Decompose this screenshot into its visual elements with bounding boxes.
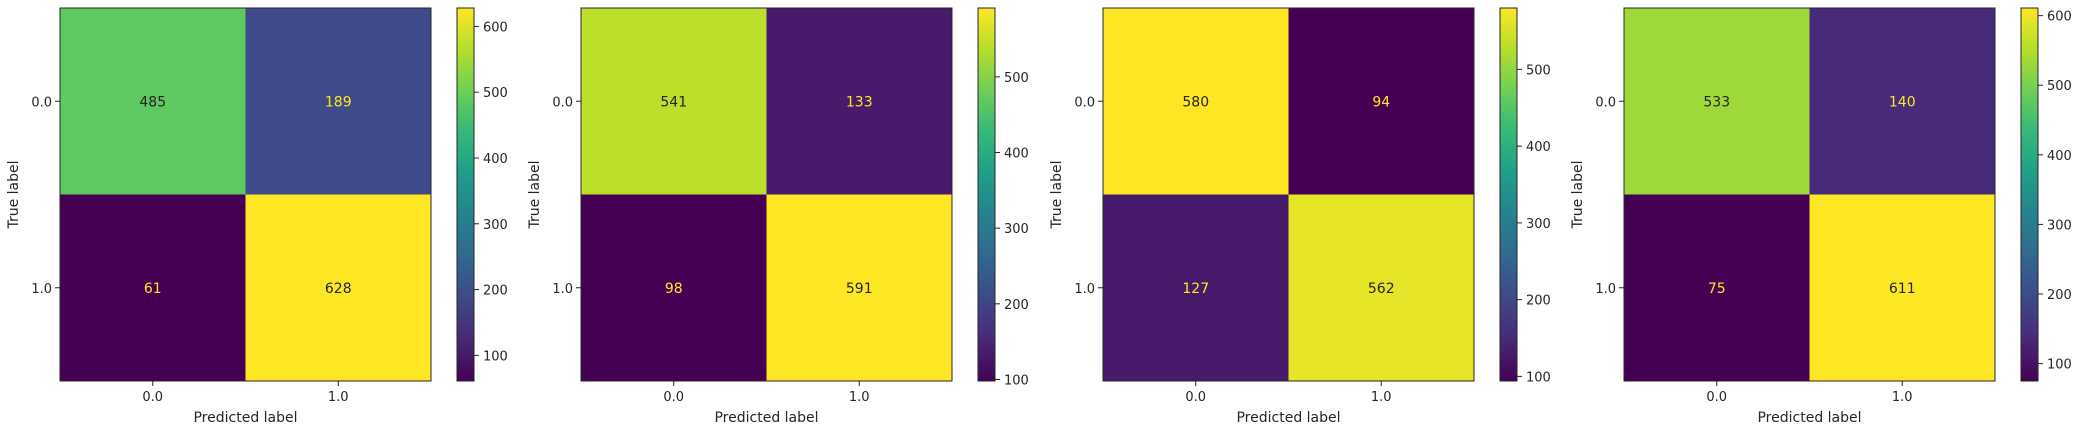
cell-value-label: 591 xyxy=(846,281,873,297)
cell-value-label: 541 xyxy=(660,94,687,110)
colorbar-tick-label: 200 xyxy=(483,284,508,299)
cell-value-label: 485 xyxy=(139,94,166,110)
matrix-cell-r0-c0 xyxy=(581,8,767,195)
matrix-cell-r1-c0 xyxy=(1103,194,1289,381)
colorbar-tick-label: 400 xyxy=(1526,140,1551,155)
colorbar-tick-label: 200 xyxy=(1004,298,1029,313)
matrix-cell-r1-c1 xyxy=(1288,194,1474,381)
y-tick-label: 1.0 xyxy=(1074,282,1095,297)
y-tick-label: 0.0 xyxy=(1595,95,1616,110)
y-tick-label: 1.0 xyxy=(31,282,52,297)
matrix-cell-r1-c1 xyxy=(766,194,952,381)
y-axis-label: True label xyxy=(527,160,543,229)
colorbar-tick-label: 300 xyxy=(2047,218,2072,233)
colorbar-tick-label: 400 xyxy=(1004,147,1029,162)
confusion-matrix-panel-4: 533 140 75 611 0.0 1.0 0.0 1.0 Predicted label Tr… xyxy=(1570,7,2072,426)
matrix-cell-r1-c0 xyxy=(60,194,246,381)
cell-value-label: 611 xyxy=(1889,281,1916,297)
y-tick-label: 1.0 xyxy=(1595,282,1616,297)
matrix-cell-r0-c0 xyxy=(1624,8,1810,195)
colorbar-tick-label: 500 xyxy=(1004,71,1029,86)
colorbar-tick-label: 500 xyxy=(483,86,508,101)
x-tick-label: 1.0 xyxy=(328,390,349,405)
matrix-cell-r0-c0 xyxy=(60,8,246,195)
x-tick-label: 0.0 xyxy=(142,390,163,405)
y-axis-label: True label xyxy=(6,160,22,229)
colorbar-tick-label: 300 xyxy=(483,218,508,233)
colorbar xyxy=(1499,7,1518,382)
colorbar-tick-label: 100 xyxy=(483,349,508,364)
matrix-frame xyxy=(580,7,953,382)
matrix-frame xyxy=(1623,7,1996,382)
matrix-cell-r1-c0 xyxy=(1624,194,1810,381)
x-axis-label: Predicted label xyxy=(1236,410,1340,426)
cell-value-label: 562 xyxy=(1368,281,1395,297)
x-tick-label: 0.0 xyxy=(1185,390,1206,405)
y-tick-label: 0.0 xyxy=(552,95,573,110)
cell-value-label: 98 xyxy=(665,281,683,297)
colorbar-tick-label: 100 xyxy=(1004,373,1029,388)
colorbar-tick-label: 100 xyxy=(1526,370,1551,385)
colorbar-tick-label: 300 xyxy=(1526,217,1551,232)
x-axis-label: Predicted label xyxy=(193,410,297,426)
matrix-cell-r0-c1 xyxy=(245,8,431,195)
y-tick-label: 1.0 xyxy=(552,282,573,297)
cell-value-label: 580 xyxy=(1182,94,1209,110)
x-tick-label: 0.0 xyxy=(663,390,684,405)
x-tick-label: 1.0 xyxy=(1371,390,1392,405)
colorbar-tick-label: 300 xyxy=(1004,222,1029,237)
cell-value-label: 140 xyxy=(1889,94,1916,110)
y-axis-label: True label xyxy=(1570,160,1586,229)
y-tick-label: 0.0 xyxy=(1074,95,1095,110)
x-axis-label: Predicted label xyxy=(1757,410,1861,426)
cell-value-label: 533 xyxy=(1703,94,1730,110)
cell-value-label: 94 xyxy=(1372,94,1390,110)
cell-value-label: 628 xyxy=(325,281,352,297)
confusion-matrix-panel-3: 580 94 127 562 0.0 1.0 0.0 1.0 Predicted label Tr… xyxy=(1049,7,1551,426)
y-axis-label: True label xyxy=(1049,160,1065,229)
matrix-cell-r1-c0 xyxy=(581,194,767,381)
cell-value-label: 189 xyxy=(325,94,352,110)
matrix-cell-r1-c1 xyxy=(245,194,431,381)
colorbar-tick-label: 500 xyxy=(1526,63,1551,78)
matrix-cell-r0-c0 xyxy=(1103,8,1289,195)
matrix-frame xyxy=(59,7,432,382)
x-tick-label: 1.0 xyxy=(849,390,870,405)
colorbar-tick-label: 600 xyxy=(483,20,508,35)
x-tick-label: 1.0 xyxy=(1892,390,1913,405)
cell-value-label: 61 xyxy=(144,281,162,297)
colorbar-tick-label: 600 xyxy=(2047,10,2072,25)
colorbar-tick-label: 200 xyxy=(2047,288,2072,303)
x-tick-label: 0.0 xyxy=(1706,390,1727,405)
cell-value-label: 75 xyxy=(1708,281,1726,297)
colorbar-tick-label: 500 xyxy=(2047,79,2072,94)
colorbar-tick-label: 200 xyxy=(1526,294,1551,309)
y-tick-label: 0.0 xyxy=(31,95,52,110)
colorbar-tick-label: 100 xyxy=(2047,358,2072,373)
colorbar xyxy=(456,7,475,382)
confusion-matrix-panel-2: 541 133 98 591 0.0 1.0 0.0 1.0 Predicted label Tr… xyxy=(527,7,1029,426)
matrix-cell-r0-c1 xyxy=(1288,8,1474,195)
colorbar xyxy=(977,7,996,382)
matrix-cell-r0-c1 xyxy=(766,8,952,195)
matrix-cell-r0-c1 xyxy=(1809,8,1995,195)
colorbar xyxy=(2020,7,2039,382)
colorbar-tick-label: 400 xyxy=(483,152,508,167)
confusion-matrix-panel-1: 485 189 61 628 0.0 1.0 0.0 1.0 Predicted label Tr… xyxy=(6,7,508,426)
cell-value-label: 127 xyxy=(1182,281,1209,297)
cell-value-label: 133 xyxy=(846,94,873,110)
matrix-cell-r1-c1 xyxy=(1809,194,1995,381)
matrix-frame xyxy=(1102,7,1475,382)
x-axis-label: Predicted label xyxy=(714,410,818,426)
colorbar-tick-label: 400 xyxy=(2047,149,2072,164)
